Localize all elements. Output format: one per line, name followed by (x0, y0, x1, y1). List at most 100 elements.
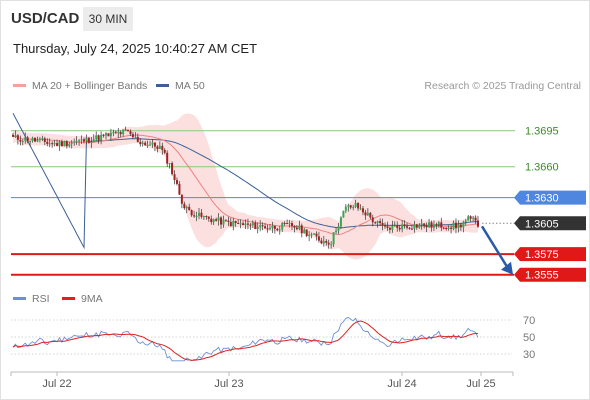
candle (38, 136, 41, 143)
candle (276, 227, 279, 232)
candle (134, 132, 137, 139)
candle-body (469, 216, 472, 219)
candle (388, 226, 391, 234)
candle (459, 222, 462, 232)
candle-body (317, 236, 320, 241)
candle (371, 214, 374, 227)
candle-body (464, 220, 467, 223)
interval-badge[interactable]: 30 MIN (83, 7, 133, 31)
candle-body (149, 144, 152, 146)
level-badge-4: 1.3575 (514, 247, 586, 262)
candle-body (291, 223, 293, 226)
candle-body (78, 140, 81, 142)
candle-body (105, 133, 107, 136)
candle-body (200, 212, 203, 217)
candle (178, 181, 181, 195)
candle-body (60, 141, 63, 147)
candle (450, 224, 453, 234)
candle-body (276, 228, 279, 231)
legend-ma50-label: MA 50 (175, 80, 205, 92)
candle (112, 129, 115, 137)
candle (440, 217, 443, 232)
candle (246, 218, 249, 230)
candle-body (56, 143, 59, 146)
candle (361, 205, 364, 216)
candle (359, 204, 362, 211)
candle-body (14, 135, 17, 137)
candle-body (386, 226, 389, 228)
candle-body (315, 233, 318, 237)
candle (14, 130, 17, 138)
candle (403, 220, 406, 229)
candle-body (80, 139, 83, 141)
candle-body (452, 222, 455, 229)
candle (75, 136, 78, 145)
candle-body (381, 222, 384, 226)
candle-body (339, 217, 342, 227)
candle-body (393, 225, 396, 227)
candle (151, 139, 154, 148)
candle-body (131, 134, 134, 138)
candle (119, 130, 122, 138)
level-badge-3: 1.3605 (514, 216, 586, 231)
candle-body (31, 137, 34, 141)
candle-body (75, 140, 78, 142)
forecast-arrow-shaft (480, 225, 509, 268)
candle (85, 134, 88, 145)
candle-body (440, 222, 443, 228)
legend-ma50: MA 50 (156, 80, 205, 92)
candle (48, 138, 51, 148)
candle (78, 139, 81, 146)
candle (124, 126, 127, 131)
candle (136, 133, 139, 143)
candle (251, 220, 254, 228)
candle (129, 129, 132, 137)
candle (127, 129, 130, 132)
candle-body (428, 222, 431, 228)
candle (207, 216, 210, 222)
candle-body (418, 225, 421, 228)
candle (381, 218, 384, 231)
candle-body (127, 129, 130, 132)
candle-body (220, 217, 223, 225)
candle-body (278, 229, 281, 231)
candle-body (305, 229, 308, 237)
candle (413, 220, 416, 233)
candle-body (136, 136, 139, 142)
candle-body (369, 212, 372, 218)
candle (149, 140, 152, 146)
candle (435, 222, 438, 229)
candle-body (273, 225, 276, 229)
candle-body (462, 222, 465, 228)
symbol-title: USD/CAD (11, 10, 80, 27)
candle-body (114, 132, 117, 134)
candle-body (298, 225, 301, 230)
candle-body (193, 215, 196, 217)
candle-body (472, 217, 475, 219)
candle-body (454, 222, 457, 229)
candle (146, 140, 149, 149)
rsi-panel: 70 50 30 (11, 315, 535, 362)
candle-body (234, 220, 237, 224)
candle-body (90, 142, 93, 144)
candle (102, 133, 105, 138)
candle-body (261, 225, 264, 227)
candle (467, 214, 470, 221)
candle (271, 221, 274, 234)
candle (109, 128, 112, 141)
candle (425, 222, 428, 233)
candle-body (63, 141, 66, 147)
candle (264, 223, 267, 229)
candle-body (459, 224, 462, 228)
candle (347, 203, 350, 212)
candle-body (477, 220, 479, 227)
candle (144, 141, 147, 146)
candle-body (171, 163, 174, 175)
candle-body (366, 212, 369, 216)
candle (215, 217, 218, 222)
candle (420, 218, 423, 230)
candle (242, 220, 245, 226)
candle (212, 218, 215, 225)
candle (298, 220, 301, 231)
